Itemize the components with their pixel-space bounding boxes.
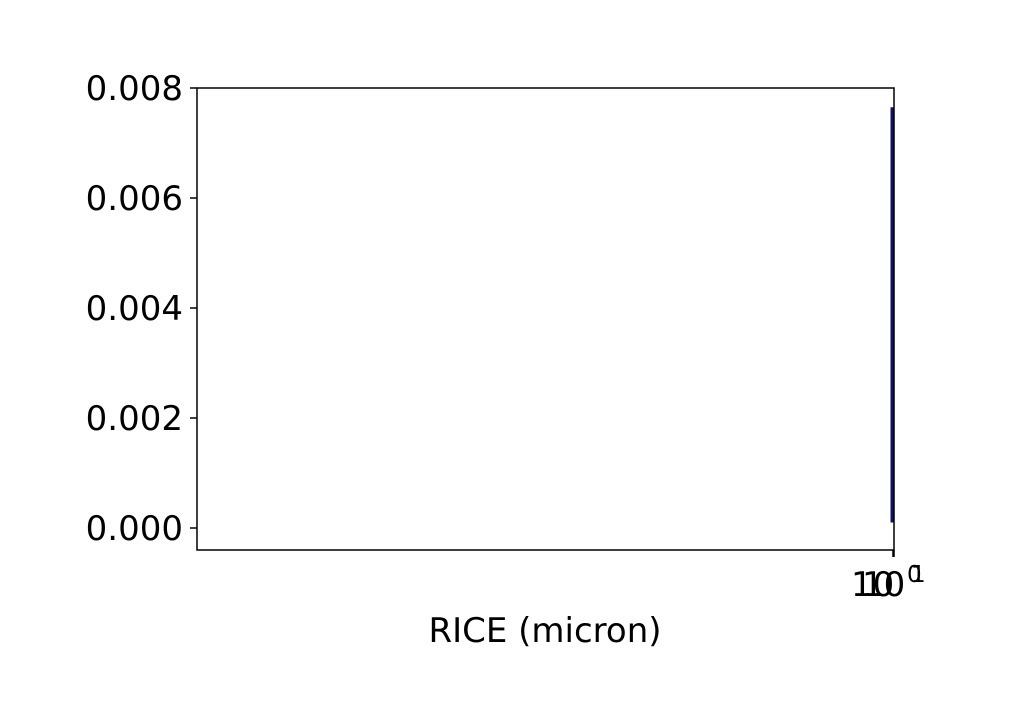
x-tick-label-base: 10	[851, 565, 894, 605]
x-tick-label-exponent: 0	[907, 562, 922, 588]
y-tick-label: 0.004	[86, 289, 183, 329]
y-tick-label: 0.008	[86, 69, 183, 109]
y-tick-label: 0.002	[86, 399, 183, 439]
x-axis-label: RICE (micron)	[428, 611, 661, 651]
plot-background	[197, 88, 894, 550]
plot-frame	[196, 87, 895, 551]
y-tick-label: 0.000	[86, 509, 183, 549]
x-tick-label-base: 10	[862, 565, 905, 605]
x-tick-label-exponent: 1	[911, 562, 926, 588]
x-axis: 10 1 10 0	[851, 550, 926, 605]
x-tick-label-overlap: 10 1 10 0	[851, 562, 926, 605]
y-tick-label: 0.006	[86, 179, 183, 219]
y-axis: 0.000 0.002 0.004 0.006 0.008	[86, 69, 197, 549]
